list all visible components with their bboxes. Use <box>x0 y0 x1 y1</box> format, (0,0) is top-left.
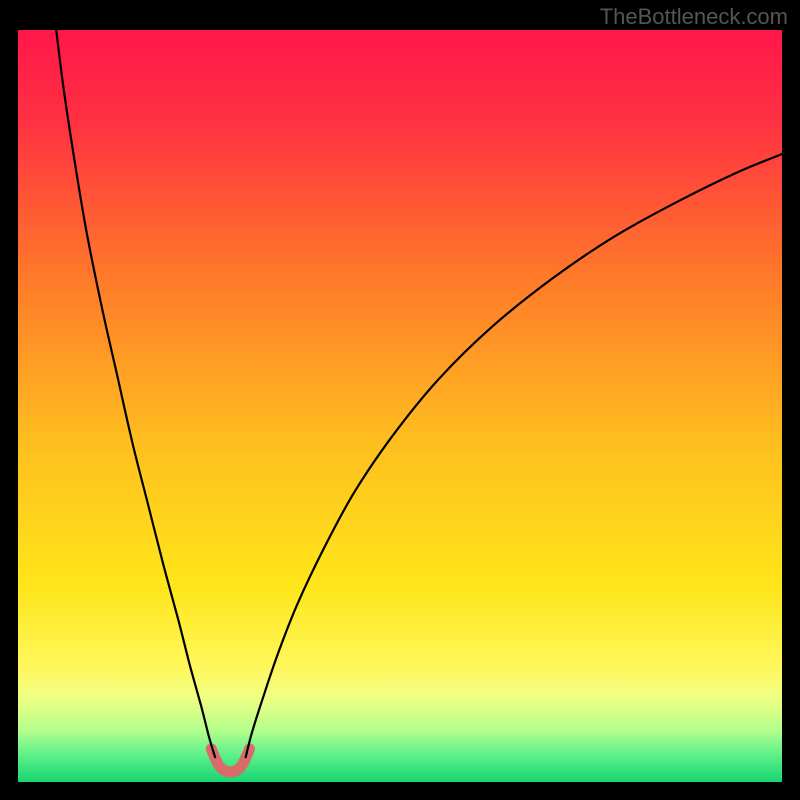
plot-area <box>18 30 782 782</box>
plot-overlay-svg <box>18 30 782 782</box>
curve-right <box>246 154 782 757</box>
curve-left <box>56 30 215 757</box>
watermark-text: TheBottleneck.com <box>600 4 788 30</box>
trough-marker <box>211 749 249 772</box>
